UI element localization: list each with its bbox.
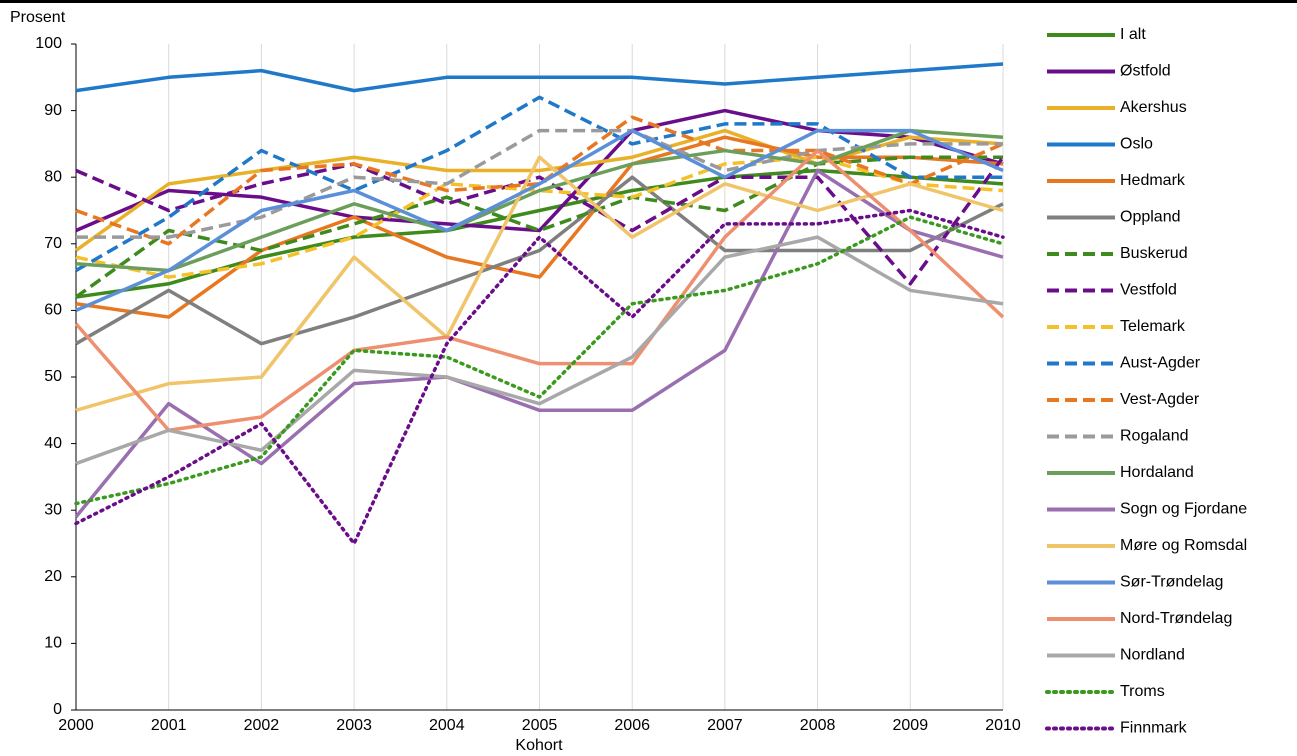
x-tick-label: 2001	[151, 717, 187, 734]
x-axis-label: Kohort	[515, 737, 563, 754]
y-tick-label: 40	[44, 435, 62, 452]
series-line	[75, 115, 1004, 246]
x-tick-label: 2009	[893, 717, 929, 734]
y-tick-label: 20	[44, 568, 62, 585]
y-tick-label: 50	[44, 368, 62, 385]
y-tick-label: 90	[44, 102, 62, 119]
x-tick-label: 2010	[985, 717, 1021, 734]
series-line	[74, 215, 1005, 506]
x-tick-label: 2003	[336, 717, 372, 734]
legend-label: Vestfold	[1120, 282, 1177, 299]
series-line	[75, 108, 1004, 233]
series-line	[75, 128, 1004, 313]
legend-label: Akershus	[1120, 99, 1187, 116]
legend-label: Rogaland	[1120, 428, 1189, 445]
y-tick-label: 30	[44, 501, 62, 518]
series-line	[74, 128, 1004, 252]
series-line	[75, 128, 1004, 273]
legend-label: Nord-Trøndelag	[1120, 610, 1232, 627]
top-border	[0, 0, 1297, 3]
legend-label: Vest-Agder	[1120, 391, 1200, 408]
legend-label: Østfold	[1120, 63, 1171, 80]
y-axis-label: Prosent	[10, 9, 66, 26]
series-line	[75, 62, 1004, 93]
x-tick-label: 2006	[614, 717, 650, 734]
legend-label: Aust-Agder	[1120, 355, 1201, 372]
legend-label: Sør-Trøndelag	[1120, 574, 1223, 591]
legend-label: Finnmark	[1120, 720, 1188, 737]
series-line	[75, 156, 1005, 286]
series-line	[75, 155, 1004, 279]
x-tick-label: 2008	[800, 717, 836, 734]
legend-label: Buskerud	[1120, 245, 1188, 262]
x-tick-label: 2007	[707, 717, 743, 734]
series-line	[75, 95, 1003, 272]
y-tick-label: 80	[44, 168, 62, 185]
y-tick-label: 0	[53, 701, 62, 718]
legend-label: Oslo	[1120, 136, 1153, 153]
legend-label: Oppland	[1120, 209, 1181, 226]
legend-label: Nordland	[1120, 647, 1185, 664]
series-line	[75, 168, 1004, 299]
series-line	[75, 235, 1004, 466]
y-tick-label: 60	[44, 302, 62, 319]
legend-label: Møre og Romsdal	[1120, 537, 1247, 554]
y-tick-label: 10	[44, 635, 62, 652]
y-tick-label: 70	[44, 235, 62, 252]
legend-label: Troms	[1120, 683, 1165, 700]
series-line	[75, 155, 1004, 412]
legend-label: Telemark	[1120, 318, 1186, 335]
legend-label: Hordaland	[1120, 464, 1194, 481]
legend-label: I alt	[1120, 26, 1146, 43]
x-tick-label: 2004	[429, 717, 465, 734]
series-line	[76, 128, 1003, 239]
series-line	[75, 175, 1004, 346]
y-tick-label: 100	[35, 35, 62, 52]
x-tick-label: 2000	[58, 717, 94, 734]
legend-label: Sogn og Fjordane	[1120, 501, 1247, 518]
legend-label: Hedmark	[1120, 172, 1186, 189]
series-line	[74, 148, 1005, 433]
x-tick-label: 2005	[522, 717, 558, 734]
series-line	[75, 135, 1004, 319]
series-line	[74, 208, 1005, 546]
x-tick-label: 2002	[244, 717, 280, 734]
